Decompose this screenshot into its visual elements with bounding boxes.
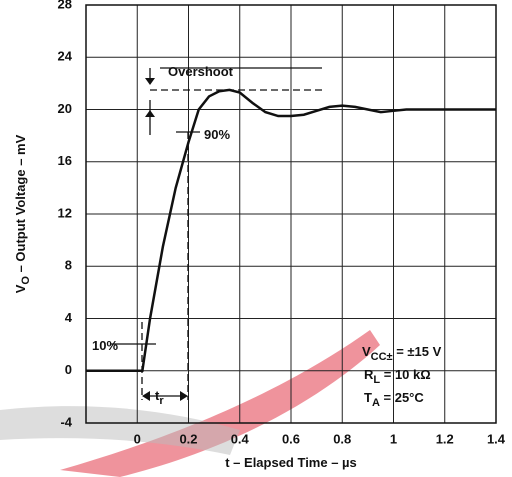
x-tick-label: 0.2 [179,431,197,446]
annotation-part: CC± [371,351,393,363]
x-axis-title: t – Elapsed Time – µs [225,455,357,470]
annotation-part: T [364,390,372,405]
y-axis-title-part: V [13,284,28,293]
y-tick-label: -4 [60,414,72,429]
annotation-part: L [373,374,380,386]
y-tick-label: 0 [65,362,72,377]
annotation: 10% [92,338,118,353]
y-tick-label: 20 [58,101,72,116]
annotation-part: 10% [92,338,118,353]
annotation: TA = 25°C [364,390,424,408]
y-tick-label: 4 [65,310,73,325]
watermark [60,330,380,477]
annotation: RL = 10 kΩ [364,367,431,385]
annotation-part: = ±15 V [393,344,442,359]
annotation-part: A [372,397,380,409]
annotation-part: V [362,344,371,359]
annotation-part: = 25°C [380,390,424,405]
plot-frame [85,4,497,424]
arrow [142,391,150,401]
x-tick-label: 0.8 [333,431,351,446]
data-line [86,88,496,372]
arrow [145,78,155,85]
y-tick-label: 24 [58,49,73,64]
x-tick-label: 0 [134,431,141,446]
y-axis-title: VO – Output Voltage – mV [13,134,31,293]
watermark [0,406,240,455]
annotation-part: t [155,388,160,403]
y-axis-title-part: O [20,276,32,285]
annotation-part: 90% [204,127,230,142]
y-tick-label: 28 [58,0,72,11]
annotation-part: R [364,367,374,382]
annotation-part: = 10 kΩ [380,367,431,382]
annotation-part: r [159,395,164,407]
arrow [145,110,155,117]
x-tick-label: 1 [390,431,397,446]
x-tick-label: 1.2 [436,431,454,446]
annotation: 90% [204,127,230,142]
annotation: Overshoot [168,64,234,79]
annotation-part: Overshoot [168,64,234,79]
x-axis-title-part: t – Elapsed Time – µs [225,455,357,470]
x-tick-label: 1.4 [487,431,506,446]
x-tick-label: 0.6 [282,431,300,446]
x-tick-label: 0.4 [231,431,250,446]
y-tick-label: 8 [65,258,72,273]
y-tick-label: 12 [58,205,72,220]
y-tick-label: 16 [58,153,72,168]
annotation: tr [155,388,164,406]
y-axis-title-part: – Output Voltage – mV [13,134,28,276]
arrow [180,391,188,401]
annotation: VCC± = ±15 V [362,344,442,362]
